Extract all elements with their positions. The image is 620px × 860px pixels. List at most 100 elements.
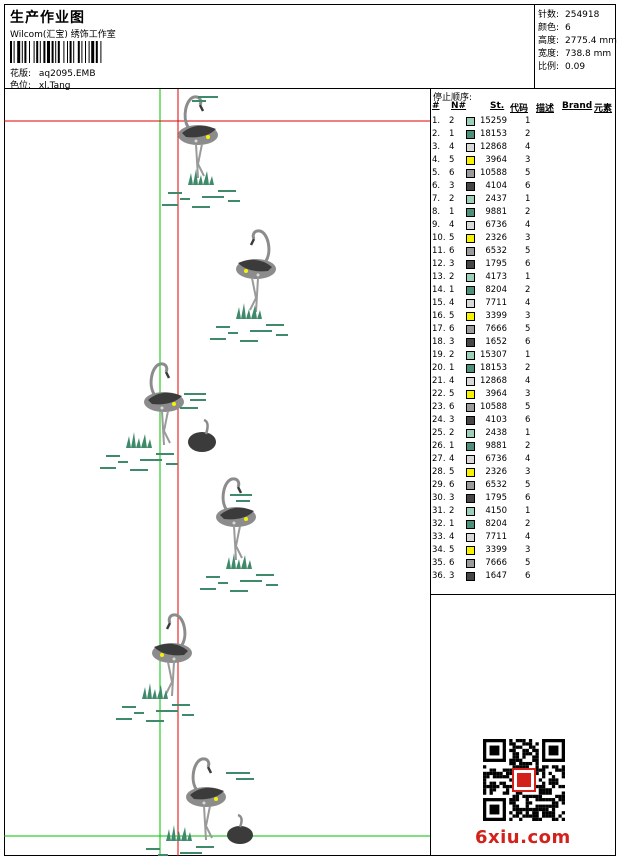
stop-index: 7. <box>432 194 441 204</box>
stitch-count: 1647 <box>485 571 507 581</box>
stat-label: 高度: <box>538 36 560 46</box>
stop-row: 34. 5 3399 3 <box>431 544 617 557</box>
thread-code: 5 <box>525 402 531 412</box>
stop-index: 21. <box>432 376 446 386</box>
stop-index: 16. <box>432 311 446 321</box>
thread-color-swatch <box>466 195 475 204</box>
stitch-count: 3964 <box>485 155 507 165</box>
stop-sequence-title: 停止顺序: <box>433 93 473 103</box>
thread-code: 4 <box>525 532 531 542</box>
col-header-needle: N# <box>451 101 467 111</box>
thread-color-swatch <box>466 377 475 386</box>
stitch-count: 1795 <box>485 259 507 269</box>
stat-label: 针数: <box>538 10 560 20</box>
thread-color-swatch <box>466 416 475 425</box>
stitch-count: 15307 <box>479 350 507 360</box>
stop-row: 7. 2 2437 1 <box>431 193 617 206</box>
stitch-count: 7711 <box>485 298 507 308</box>
stitch-count: 15259 <box>479 116 507 126</box>
barcode-icon <box>10 41 102 63</box>
stitch-count: 3399 <box>485 545 507 555</box>
thread-code: 3 <box>525 155 531 165</box>
needle-number: 4 <box>449 142 455 152</box>
stitch-count: 4103 <box>485 415 507 425</box>
stat-height: 高度: 2775.4 mm <box>538 33 617 46</box>
stop-row: 33. 4 7711 4 <box>431 531 617 544</box>
stitch-count: 1795 <box>485 493 507 503</box>
thread-code: 5 <box>525 558 531 568</box>
stats-panel: 针数: 254918 颜色: 6 高度: 2775.4 mm 宽度: 738.8 mm … <box>534 4 617 89</box>
stop-index: 33. <box>432 532 446 542</box>
thread-color-swatch <box>466 546 475 555</box>
qr-code-icon <box>483 739 565 821</box>
stat-width: 宽度: 738.8 mm <box>538 46 611 59</box>
stop-index: 23. <box>432 402 446 412</box>
design-file-row: 花版: aq2095.EMB <box>10 66 96 79</box>
stop-index: 3. <box>432 142 441 152</box>
thread-code: 3 <box>525 467 531 477</box>
thread-color-swatch <box>466 559 475 568</box>
needle-number: 2 <box>449 116 455 126</box>
stop-row: 3. 4 12868 4 <box>431 141 617 154</box>
stop-index: 26. <box>432 441 446 451</box>
col-header-stitches: St. <box>490 101 505 111</box>
thread-color-swatch <box>466 351 475 360</box>
thread-color-swatch <box>466 234 475 243</box>
stop-index: 13. <box>432 272 446 282</box>
stop-row: 4. 5 3964 3 <box>431 154 617 167</box>
needle-number: 5 <box>449 467 455 477</box>
needle-number: 2 <box>449 350 455 360</box>
stop-index: 6. <box>432 181 441 191</box>
stat-value: 2775.4 mm <box>565 36 617 46</box>
stop-row: 21. 4 12868 4 <box>431 375 617 388</box>
thread-code: 6 <box>525 181 531 191</box>
stop-index: 27. <box>432 454 446 464</box>
stop-row: 31. 2 4150 1 <box>431 505 617 518</box>
thread-color-swatch <box>466 442 475 451</box>
stop-row: 24. 3 4103 6 <box>431 414 617 427</box>
needle-number: 1 <box>449 207 455 217</box>
thread-color-swatch <box>466 364 475 373</box>
stat-colors: 颜色: 6 <box>538 20 571 33</box>
stop-row: 19. 2 15307 1 <box>431 349 617 362</box>
needle-number: 3 <box>449 259 455 269</box>
header-info-panel: 生产作业图 Wilcom(汇宝) 绣饰工作室 花版: aq2095.EMB 色位… <box>4 4 535 91</box>
stop-row: 14. 1 8204 2 <box>431 284 617 297</box>
stitch-count: 6736 <box>485 454 507 464</box>
color-position-value: xl.Tang <box>38 81 71 91</box>
page-frame <box>4 4 616 856</box>
stop-index: 31. <box>432 506 446 516</box>
thread-code: 1 <box>525 428 531 438</box>
stitch-count: 8204 <box>485 285 507 295</box>
stop-row: 30. 3 1795 6 <box>431 492 617 505</box>
stop-row: 12. 3 1795 6 <box>431 258 617 271</box>
stop-row: 29. 6 6532 5 <box>431 479 617 492</box>
stitch-count: 6532 <box>485 480 507 490</box>
needle-number: 6 <box>449 480 455 490</box>
thread-code: 4 <box>525 142 531 152</box>
thread-color-swatch <box>466 130 475 139</box>
needle-number: 2 <box>449 506 455 516</box>
stat-scale: 比例: 0.09 <box>538 59 585 72</box>
stitch-count: 9881 <box>485 441 507 451</box>
stop-row: 25. 2 2438 1 <box>431 427 617 440</box>
stop-row: 10. 5 2326 3 <box>431 232 617 245</box>
flamingo-motif-5 <box>115 613 195 722</box>
needle-number: 5 <box>449 311 455 321</box>
needle-number: 4 <box>449 454 455 464</box>
stop-index: 14. <box>432 285 446 295</box>
stitch-count: 8204 <box>485 519 507 529</box>
thread-code: 6 <box>525 337 531 347</box>
thread-code: 1 <box>525 272 531 282</box>
thread-color-swatch <box>466 169 475 178</box>
needle-number: 1 <box>449 441 455 451</box>
thread-code: 3 <box>525 233 531 243</box>
thread-code: 2 <box>525 363 531 373</box>
needle-number: 3 <box>449 337 455 347</box>
flamingo-motif-3 <box>99 362 216 471</box>
design-file-value: aq2095.EMB <box>38 69 96 79</box>
needle-number: 3 <box>449 415 455 425</box>
thread-code: 4 <box>525 454 531 464</box>
stitch-count: 7666 <box>485 558 507 568</box>
needle-number: 4 <box>449 220 455 230</box>
